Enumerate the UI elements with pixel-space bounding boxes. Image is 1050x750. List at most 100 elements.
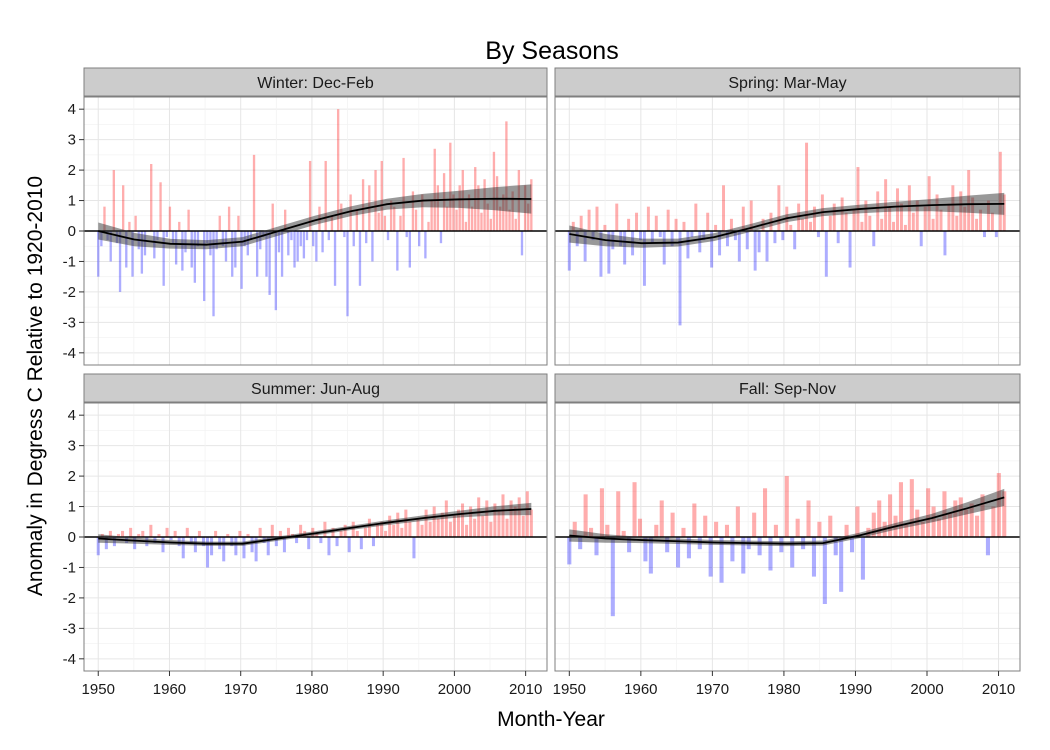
anomaly-bar <box>681 527 686 537</box>
anomaly-bar <box>181 537 185 559</box>
anomaly-bar <box>638 231 642 241</box>
anomaly-bar <box>665 537 670 553</box>
anomaly-bar <box>931 218 935 231</box>
anomaly-bar <box>623 231 627 265</box>
anomaly-bar <box>103 206 106 231</box>
anomaly-bar <box>757 231 761 253</box>
anomaly-bar <box>226 533 230 537</box>
facet-strip-label: Winter: Dec-Feb <box>257 75 374 92</box>
anomaly-bar <box>265 231 268 277</box>
anomaly-bar <box>706 212 710 231</box>
anomaly-bar <box>828 215 832 231</box>
anomaly-bar <box>284 209 287 231</box>
anomaly-bar <box>839 537 844 592</box>
anomaly-bar <box>305 231 309 241</box>
x-tick-label: 1980 <box>295 681 328 698</box>
anomaly-bar <box>860 221 864 231</box>
anomaly-bar <box>888 206 892 231</box>
anomaly-bar <box>271 203 274 231</box>
anomaly-bar <box>270 524 274 537</box>
anomaly-bar <box>439 231 443 244</box>
anomaly-bar <box>254 537 258 562</box>
anomaly-bar <box>579 215 583 231</box>
anomaly-bar <box>969 503 974 537</box>
x-tick-label: 1990 <box>366 681 399 698</box>
anomaly-bar <box>396 231 399 271</box>
anomaly-bar <box>343 231 346 238</box>
anomaly-bar <box>402 157 405 231</box>
anomaly-bar <box>323 521 327 537</box>
smooth-trend-line <box>98 508 532 545</box>
anomaly-bar <box>430 200 433 231</box>
anomaly-bar <box>296 231 299 262</box>
anomaly-bar <box>464 221 468 231</box>
y-tick-label: -3 <box>63 314 76 331</box>
anomaly-bar <box>222 537 226 562</box>
y-axis-title: Anomaly in Degress C Relative to 1920-20… <box>24 176 47 596</box>
anomaly-bar <box>599 488 604 537</box>
anomaly-bar <box>953 500 958 537</box>
anomaly-bar <box>892 221 896 231</box>
anomaly-bar <box>242 537 246 559</box>
anomaly-bar <box>125 231 128 268</box>
anomaly-bar <box>719 537 724 583</box>
anomaly-bar <box>768 537 773 571</box>
anomaly-bar <box>824 231 828 277</box>
anomaly-bar <box>943 231 947 256</box>
y-tick-label: -3 <box>63 620 76 637</box>
y-tick-label: 4 <box>68 101 76 118</box>
anomaly-bar <box>877 500 882 537</box>
anomaly-bar <box>129 527 133 537</box>
anomaly-bar <box>975 515 980 537</box>
anomaly-bar <box>246 533 250 537</box>
anomaly-bar <box>367 518 371 537</box>
facet-strip-label: Fall: Sep-Nov <box>739 381 836 398</box>
anomaly-bar <box>330 215 334 231</box>
y-tick-label: 2 <box>68 468 76 485</box>
anomaly-bar <box>935 194 939 231</box>
anomaly-bar <box>567 537 572 565</box>
x-axis-title: Month-Year <box>497 708 605 731</box>
anomaly-bar <box>682 221 686 231</box>
anomaly-bar <box>315 231 318 262</box>
anomaly-bar <box>408 521 412 537</box>
x-tick-label: 2010 <box>982 681 1015 698</box>
x-tick-label: 2000 <box>438 681 471 698</box>
anomaly-bar <box>765 231 769 262</box>
anomaly-bar <box>860 537 865 580</box>
anomaly-bar <box>455 209 458 231</box>
anomaly-bar <box>659 500 664 537</box>
anomaly-bar <box>666 209 670 231</box>
anomaly-bar <box>690 231 694 238</box>
anomaly-bar <box>234 231 237 268</box>
anomaly-bar <box>505 518 509 537</box>
x-tick-label: 1980 <box>767 681 800 698</box>
anomaly-bar <box>849 537 855 553</box>
anomaly-bar <box>983 231 986 238</box>
anomaly-bar <box>141 530 145 537</box>
anomaly-bar <box>324 160 327 231</box>
y-tick-label: -2 <box>63 590 76 607</box>
anomaly-bar <box>420 524 424 537</box>
anomaly-bar <box>587 209 591 231</box>
y-tick-label: 0 <box>68 223 76 240</box>
anomaly-bar <box>513 506 517 537</box>
facet-grid: Winter: Dec-Feb -4 -3 -2 -1 0 1 2 3 4 Spring: Mar-… <box>63 67 1021 698</box>
anomaly-bar <box>218 215 221 231</box>
anomaly-bar <box>315 533 319 537</box>
anomaly-bar <box>805 142 809 231</box>
anomaly-bar <box>955 215 959 231</box>
anomaly-bar <box>461 503 465 537</box>
anomaly-bar <box>502 194 505 231</box>
anomaly-bar <box>295 537 299 544</box>
anomaly-bar <box>374 170 377 231</box>
anomaly-bar <box>836 231 840 244</box>
anomaly-bars <box>96 491 533 568</box>
anomaly-bar <box>193 231 197 283</box>
anomaly-bar <box>308 160 312 231</box>
anomaly-bar <box>662 231 666 265</box>
anomaly-bar <box>108 530 112 537</box>
anomaly-bar <box>958 497 963 537</box>
anomaly-bar <box>650 231 654 244</box>
